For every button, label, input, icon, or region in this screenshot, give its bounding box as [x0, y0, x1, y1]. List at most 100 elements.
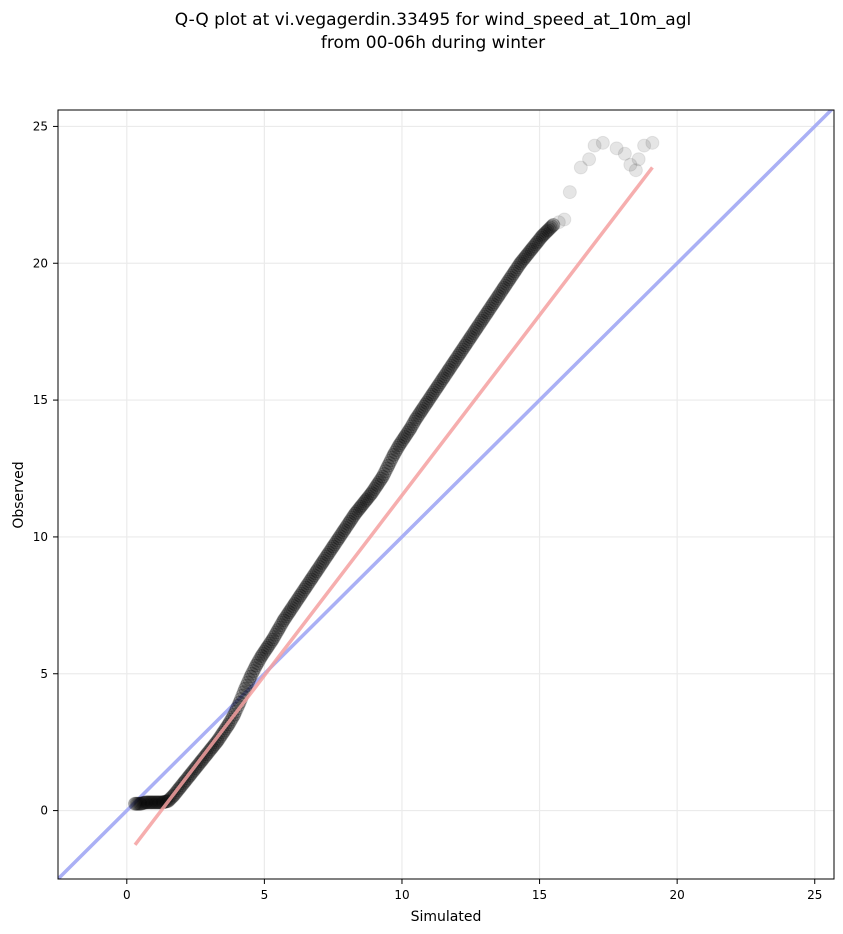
x-axis-label: Simulated [411, 909, 482, 925]
quantile-point [492, 287, 507, 302]
quantile-point [452, 346, 467, 361]
quantile-point [141, 795, 156, 810]
quantile-point [346, 508, 361, 523]
quantile-point [433, 375, 448, 390]
quantile-point [132, 796, 147, 811]
quantile-point [517, 251, 532, 266]
quantile-point [403, 421, 418, 436]
quantile-point [283, 603, 298, 618]
quantile-point [258, 642, 273, 657]
quantile-point [265, 632, 280, 647]
quantile-point [462, 332, 477, 347]
quantile-point [392, 438, 407, 453]
quantile-point [254, 648, 269, 663]
quantile-point [309, 564, 324, 579]
quantile-point [327, 537, 342, 552]
quantile-point [525, 240, 540, 255]
quantile-point [473, 315, 488, 330]
quantile-point [302, 574, 317, 589]
quantile-point [399, 427, 414, 442]
quantile-point [305, 570, 320, 585]
quantile-point [407, 414, 422, 429]
quantile-point [243, 669, 258, 684]
quantile-point [432, 377, 447, 392]
quantile-point [366, 484, 381, 499]
quantile-point [276, 613, 291, 628]
quantile-point [410, 410, 425, 425]
quantile-point [538, 226, 553, 241]
quantile-point [481, 303, 496, 318]
quantile-point [150, 795, 165, 810]
quantile-point [389, 443, 404, 458]
quantile-point [147, 795, 162, 810]
quantile-point [582, 152, 597, 167]
quantile-point [543, 220, 558, 235]
quantile-point [317, 551, 332, 566]
quantile-point [295, 584, 310, 599]
quantile-point [290, 592, 305, 607]
quantile-point [140, 795, 155, 810]
quantile-point [426, 385, 441, 400]
quantile-point [287, 596, 302, 611]
quantile-point [148, 795, 163, 810]
quantile-point [477, 309, 492, 324]
quantile-point [286, 599, 301, 614]
quantile-point [247, 661, 262, 676]
quantile-point [535, 228, 550, 243]
quantile-point [522, 244, 537, 259]
quantile-point [529, 235, 544, 250]
y-tick-label: 25 [33, 119, 48, 133]
quantile-point [333, 529, 348, 544]
quantile-point [476, 311, 491, 326]
quantile-point [397, 430, 412, 445]
quantile-point [249, 658, 264, 673]
quantile-point [393, 436, 408, 451]
quantile-point [400, 425, 415, 440]
quantile-point [430, 379, 445, 394]
quantile-point [260, 640, 275, 655]
quantile-point [455, 342, 470, 357]
quantile-point [356, 496, 371, 511]
quantile-point [443, 360, 458, 375]
quantile-point [474, 313, 489, 328]
x-tick-label: 20 [670, 888, 685, 902]
quantile-point [324, 541, 339, 556]
quantile-point [331, 531, 346, 546]
quantile-point [454, 344, 469, 359]
x-tick-label: 10 [394, 888, 409, 902]
quantile-point [262, 636, 277, 651]
quantile-point [386, 447, 401, 462]
quantile-point [348, 506, 363, 521]
quantile-point [421, 393, 436, 408]
quantile-point [311, 562, 326, 577]
quantile-point [330, 533, 345, 548]
quantile-point [342, 514, 357, 529]
quantile-point [245, 666, 259, 681]
quantile-point [411, 408, 426, 423]
quantile-point [532, 232, 547, 247]
quantile-point [562, 185, 577, 200]
quantile-point [298, 580, 313, 595]
quantile-point [388, 445, 403, 460]
quantile-point [631, 152, 646, 167]
quantile-point [467, 323, 482, 338]
quantile-point [370, 477, 385, 492]
quantile-point [427, 383, 442, 398]
quantile-point [341, 516, 356, 531]
quantile-point [520, 247, 535, 262]
quantile-point [450, 350, 465, 365]
quantile-point [261, 638, 276, 653]
quantile-point [273, 618, 288, 633]
chart-title-line2: from 00-06h during winter [321, 33, 545, 53]
quantile-point [361, 489, 376, 504]
quantile-point [507, 264, 522, 279]
quantile-point [308, 566, 323, 581]
quantile-point [364, 486, 379, 501]
quantile-point [379, 461, 394, 476]
quantile-point [316, 553, 331, 568]
quantile-point [524, 242, 539, 257]
quantile-point [368, 479, 383, 494]
quantile-point [480, 305, 495, 320]
quantile-point [378, 464, 393, 479]
